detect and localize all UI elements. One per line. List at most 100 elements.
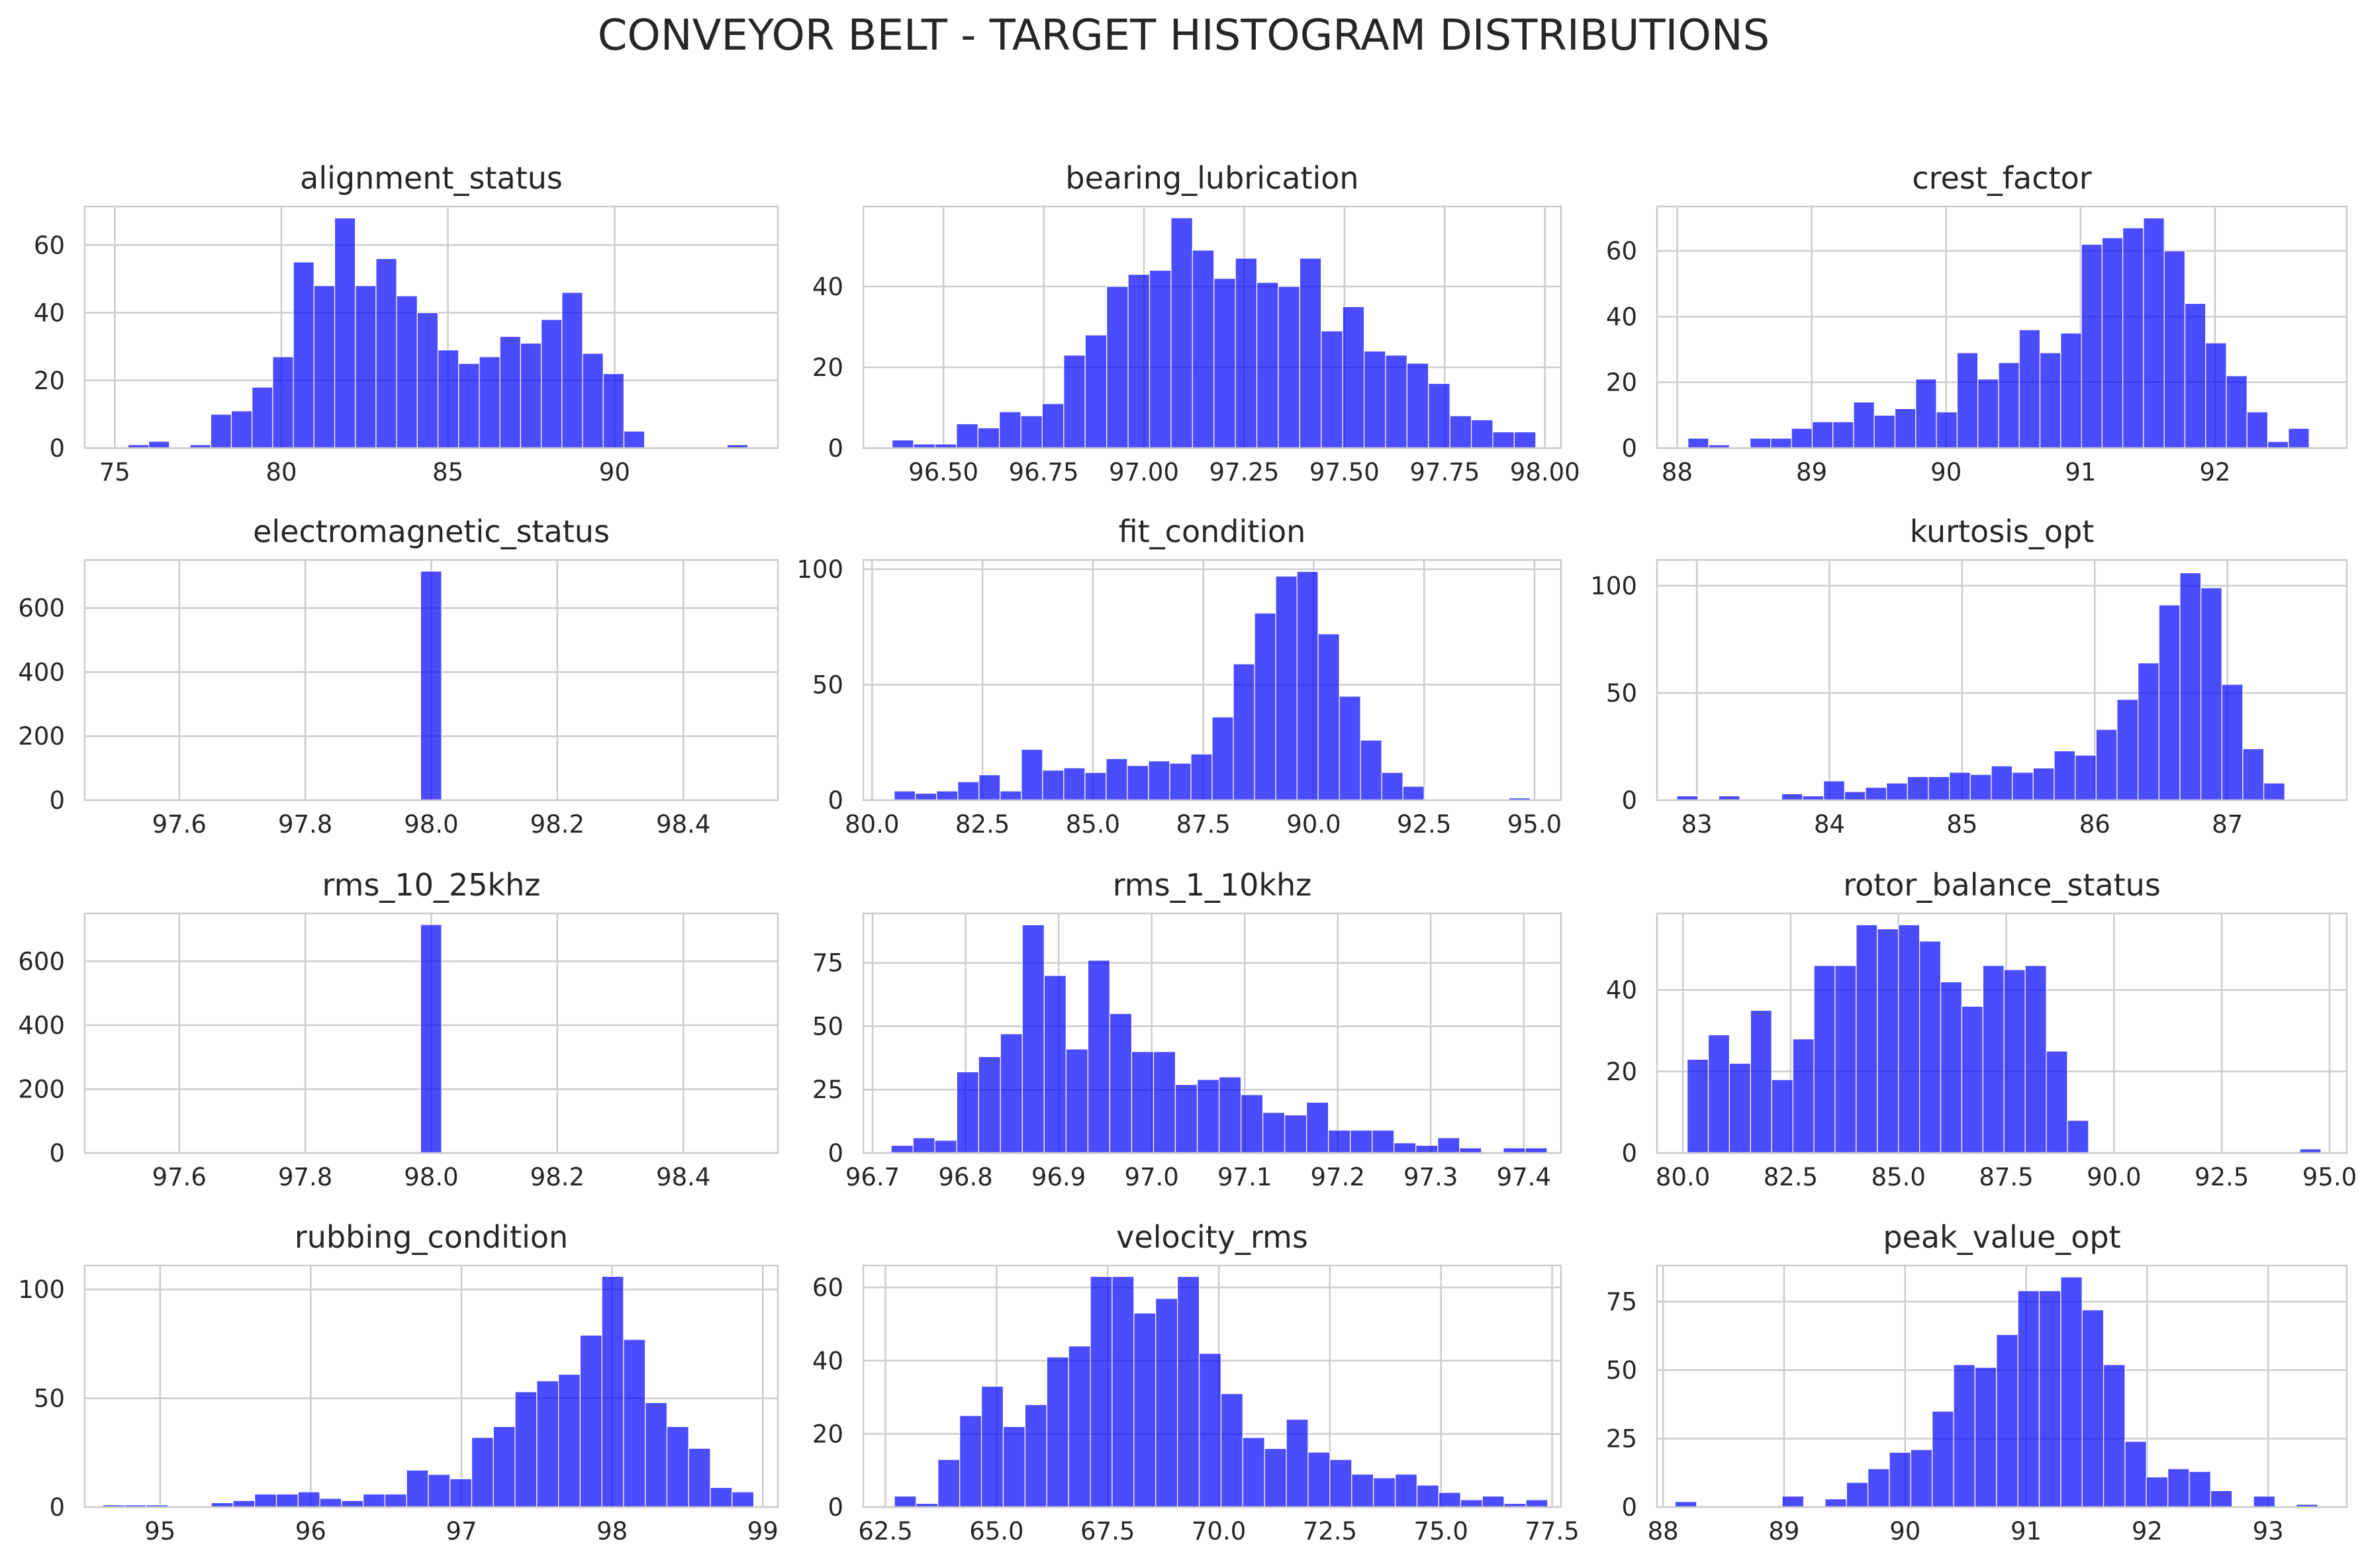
y-tick-label: 50: [34, 1385, 65, 1413]
histogram-bar: [1063, 767, 1086, 801]
y-tick-label: 20: [812, 353, 843, 382]
subplot-rotor_balance_status: 80.0 82.5 85.0 87.5 90.0 92.5 95.0 0 20 40 rotor_b…: [1606, 867, 2357, 1191]
x-tick-label: 97.75: [1409, 458, 1480, 486]
histogram-bar: [1437, 1137, 1460, 1154]
histogram-bar: [1961, 1005, 1983, 1154]
histogram-bar: [2054, 750, 2076, 801]
histogram-bar: [2246, 411, 2269, 449]
x-tick-label: 92: [2199, 458, 2230, 486]
x-tick-label: 91: [2065, 458, 2096, 486]
histogram-bar: [2017, 1290, 2040, 1508]
x-tick-label: 97.6: [152, 1163, 207, 1191]
y-tick-label: 0: [49, 1493, 65, 1522]
subplot-title: rubbing_condition: [295, 1219, 568, 1255]
histogram-bar: [1090, 1275, 1113, 1508]
subplot-title: crest_factor: [1912, 160, 2091, 196]
histogram-bar: [957, 781, 980, 801]
y-tick-label: 20: [1606, 1058, 1637, 1086]
histogram-bar: [1686, 1058, 1709, 1154]
x-tick-label: 91: [2011, 1517, 2042, 1545]
y-tick-label: 200: [18, 722, 65, 751]
subplot-grid: 75 80 85 90 0 20 40 60 alignment_status 96.50 96.7…: [18, 160, 2357, 1545]
histogram-bar: [1936, 411, 1958, 449]
histogram-bar: [999, 411, 1021, 449]
histogram-bar: [1106, 758, 1128, 801]
histogram-bar: [912, 1137, 935, 1154]
x-tick-label: 96.8: [938, 1163, 992, 1191]
subplot-title: rms_1_10khz: [1113, 867, 1312, 903]
histogram-bar: [1394, 1473, 1418, 1508]
histogram-bar: [937, 1459, 961, 1508]
y-tick-label: 100: [1590, 572, 1637, 600]
histogram-bar: [1749, 438, 1772, 449]
histogram-bar: [1928, 776, 1950, 801]
plot-frame: [83, 205, 779, 449]
y-tick-label: 100: [796, 555, 843, 584]
histogram-bar: [956, 423, 978, 449]
subplot-rms_10_25khz: 97.6 97.8 98.0 98.2 98.4 0 200 400 600 rms_10_25k…: [18, 867, 779, 1191]
x-tick-label: 97.4: [1497, 1163, 1551, 1191]
histogram-bar: [2018, 329, 2041, 449]
y-tick-label: 600: [18, 594, 65, 623]
x-tick-label: 85: [1946, 810, 1977, 839]
histogram-bar: [1372, 1129, 1395, 1154]
histogram-bar: [2075, 755, 2097, 801]
histogram-bar: [2167, 1468, 2190, 1508]
histogram-bar: [1240, 1094, 1264, 1154]
histogram-bar: [2032, 767, 2055, 801]
x-tick-label: 97: [446, 1517, 477, 1545]
histogram-bar: [2003, 969, 2026, 1154]
histogram-bar: [623, 1339, 646, 1508]
histogram-bar: [1687, 438, 1709, 449]
histogram-bar: [1112, 1275, 1135, 1508]
histogram-bar: [1127, 273, 1151, 449]
histogram-bar: [2158, 604, 2181, 801]
histogram-bar: [1218, 1076, 1242, 1154]
y-tick-label: 0: [828, 1139, 843, 1168]
x-tick-label: 92.5: [1397, 810, 1451, 839]
histogram-bar: [1363, 350, 1386, 449]
histogram-bar: [732, 1491, 755, 1508]
plot-frame: [83, 1264, 779, 1508]
histogram-bar: [499, 336, 522, 449]
histogram-bar: [313, 285, 336, 449]
y-tick-label: 0: [828, 434, 843, 463]
histogram-bar: [471, 1437, 494, 1508]
x-tick-label: 87.5: [1979, 1163, 2033, 1191]
histogram-bar: [2179, 572, 2202, 801]
histogram-bar: [894, 790, 916, 801]
x-tick-label: 89: [1796, 458, 1827, 486]
x-tick-label: 96.75: [1009, 458, 1079, 486]
subplot-title: rms_10_25khz: [322, 867, 541, 903]
histogram-bar: [232, 1500, 256, 1508]
histogram-bar: [1865, 786, 1887, 801]
histogram-bar: [1109, 1013, 1133, 1154]
histogram-bar: [420, 571, 442, 801]
x-tick-label: 93: [2253, 1517, 2284, 1545]
histogram-bar: [1328, 1129, 1351, 1154]
histogram-bar: [1898, 924, 1920, 1154]
histogram-bar: [1299, 257, 1322, 449]
histogram-bar: [1771, 1079, 1793, 1154]
histogram-bar: [1043, 975, 1066, 1154]
x-tick-label: 85.0: [1066, 810, 1120, 839]
histogram-bar: [1213, 278, 1236, 449]
histogram-bar: [2024, 965, 2047, 1154]
histogram-bar: [1235, 257, 1258, 449]
x-tick-label: 97.25: [1209, 458, 1279, 486]
histogram-bar: [2267, 441, 2289, 449]
histogram-bar: [384, 1493, 407, 1508]
histogram-bar: [1329, 1459, 1352, 1508]
histogram-bar: [1317, 633, 1340, 801]
subplot-title: peak_value_opt: [1883, 1219, 2120, 1255]
histogram-bar: [579, 1334, 602, 1508]
y-tick-label: 75: [812, 949, 843, 978]
x-tick-label: 72.5: [1303, 1517, 1357, 1545]
subplot-rms_1_10khz: 96.7 96.8 96.9 97.0 97.1 97.2 97.3 97.4 0 25 50 75 r…: [812, 867, 1562, 1191]
plot-frame: [1656, 205, 2348, 449]
x-tick-label: 97.1: [1217, 1163, 1272, 1191]
histogram-bar: [1811, 421, 1834, 449]
y-tick-label: 60: [812, 1273, 843, 1302]
histogram-bar: [1428, 383, 1450, 449]
